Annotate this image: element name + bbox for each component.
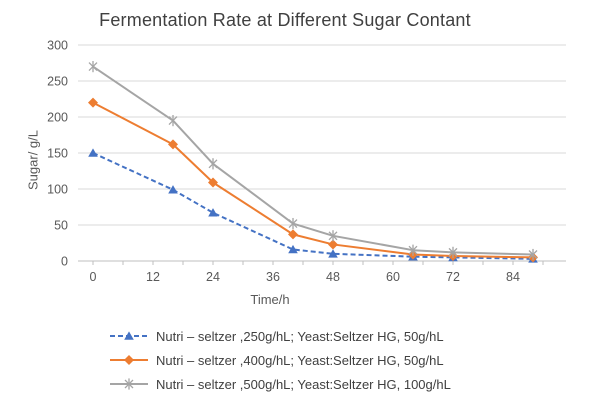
data-point-diamond <box>288 229 298 240</box>
x-tick-label: 36 <box>266 270 280 284</box>
legend: Nutri – seltzer ,250g/hL; Yeast:Seltzer … <box>110 324 451 396</box>
data-point-star <box>448 246 458 258</box>
y-tick-label: 100 <box>47 183 68 197</box>
data-point-triangle <box>208 208 218 217</box>
x-tick-label: 60 <box>386 270 400 284</box>
data-point-triangle <box>168 185 178 194</box>
y-tick-label: 0 <box>61 255 68 269</box>
y-tick-label: 250 <box>47 75 68 89</box>
data-point-star <box>124 378 134 390</box>
data-point-triangle <box>288 244 298 254</box>
data-point-diamond <box>208 177 218 188</box>
legend-item-3: Nutri – seltzer ,500g/hL; Yeast:Seltzer … <box>110 372 451 396</box>
data-point-star <box>288 217 298 230</box>
x-axis-title: Time/h <box>250 292 290 307</box>
legend-label: Nutri – seltzer ,250g/hL; Yeast:Seltzer … <box>156 328 444 344</box>
y-tick-label: 300 <box>47 39 68 53</box>
data-point-diamond <box>168 139 178 150</box>
data-point-star <box>408 244 418 256</box>
data-point-star <box>208 158 218 170</box>
data-point-star <box>168 115 178 127</box>
series-line-1 <box>92 152 534 260</box>
data-point-star <box>328 230 338 242</box>
data-point-star <box>88 61 98 73</box>
x-tick-label: 84 <box>506 270 520 284</box>
x-tick-label: 48 <box>326 270 340 284</box>
data-point-triangle <box>88 148 98 157</box>
x-tick-label: 24 <box>206 270 220 284</box>
data-point-diamond <box>88 97 98 108</box>
x-tick-label: 72 <box>446 270 460 284</box>
legend-item-1: Nutri – seltzer ,250g/hL; Yeast:Seltzer … <box>110 324 451 348</box>
legend-sample-line <box>110 355 148 365</box>
y-tick-label: 50 <box>54 219 68 233</box>
legend-sample-line <box>110 331 148 340</box>
legend-label: Nutri – seltzer ,400g/hL; Yeast:Seltzer … <box>156 352 444 368</box>
series-line-2 <box>92 101 534 259</box>
x-tick-label: 0 <box>90 270 97 284</box>
data-point-star <box>528 248 538 261</box>
data-point-diamond <box>124 355 134 365</box>
legend-item-2: Nutri – seltzer ,400g/hL; Yeast:Seltzer … <box>110 348 451 372</box>
legend-label: Nutri – seltzer ,500g/hL; Yeast:Seltzer … <box>156 376 451 392</box>
series-line-3 <box>92 65 534 256</box>
x-tick-label: 12 <box>146 270 160 284</box>
chart-title: Fermentation Rate at Different Sugar Con… <box>99 10 471 30</box>
y-tick-label: 150 <box>47 147 68 161</box>
y-tick-label: 200 <box>47 111 68 125</box>
data-point-triangle <box>124 331 134 340</box>
data-point-diamond <box>328 239 338 250</box>
legend-sample-line <box>110 378 148 390</box>
data-point-triangle <box>328 249 338 258</box>
